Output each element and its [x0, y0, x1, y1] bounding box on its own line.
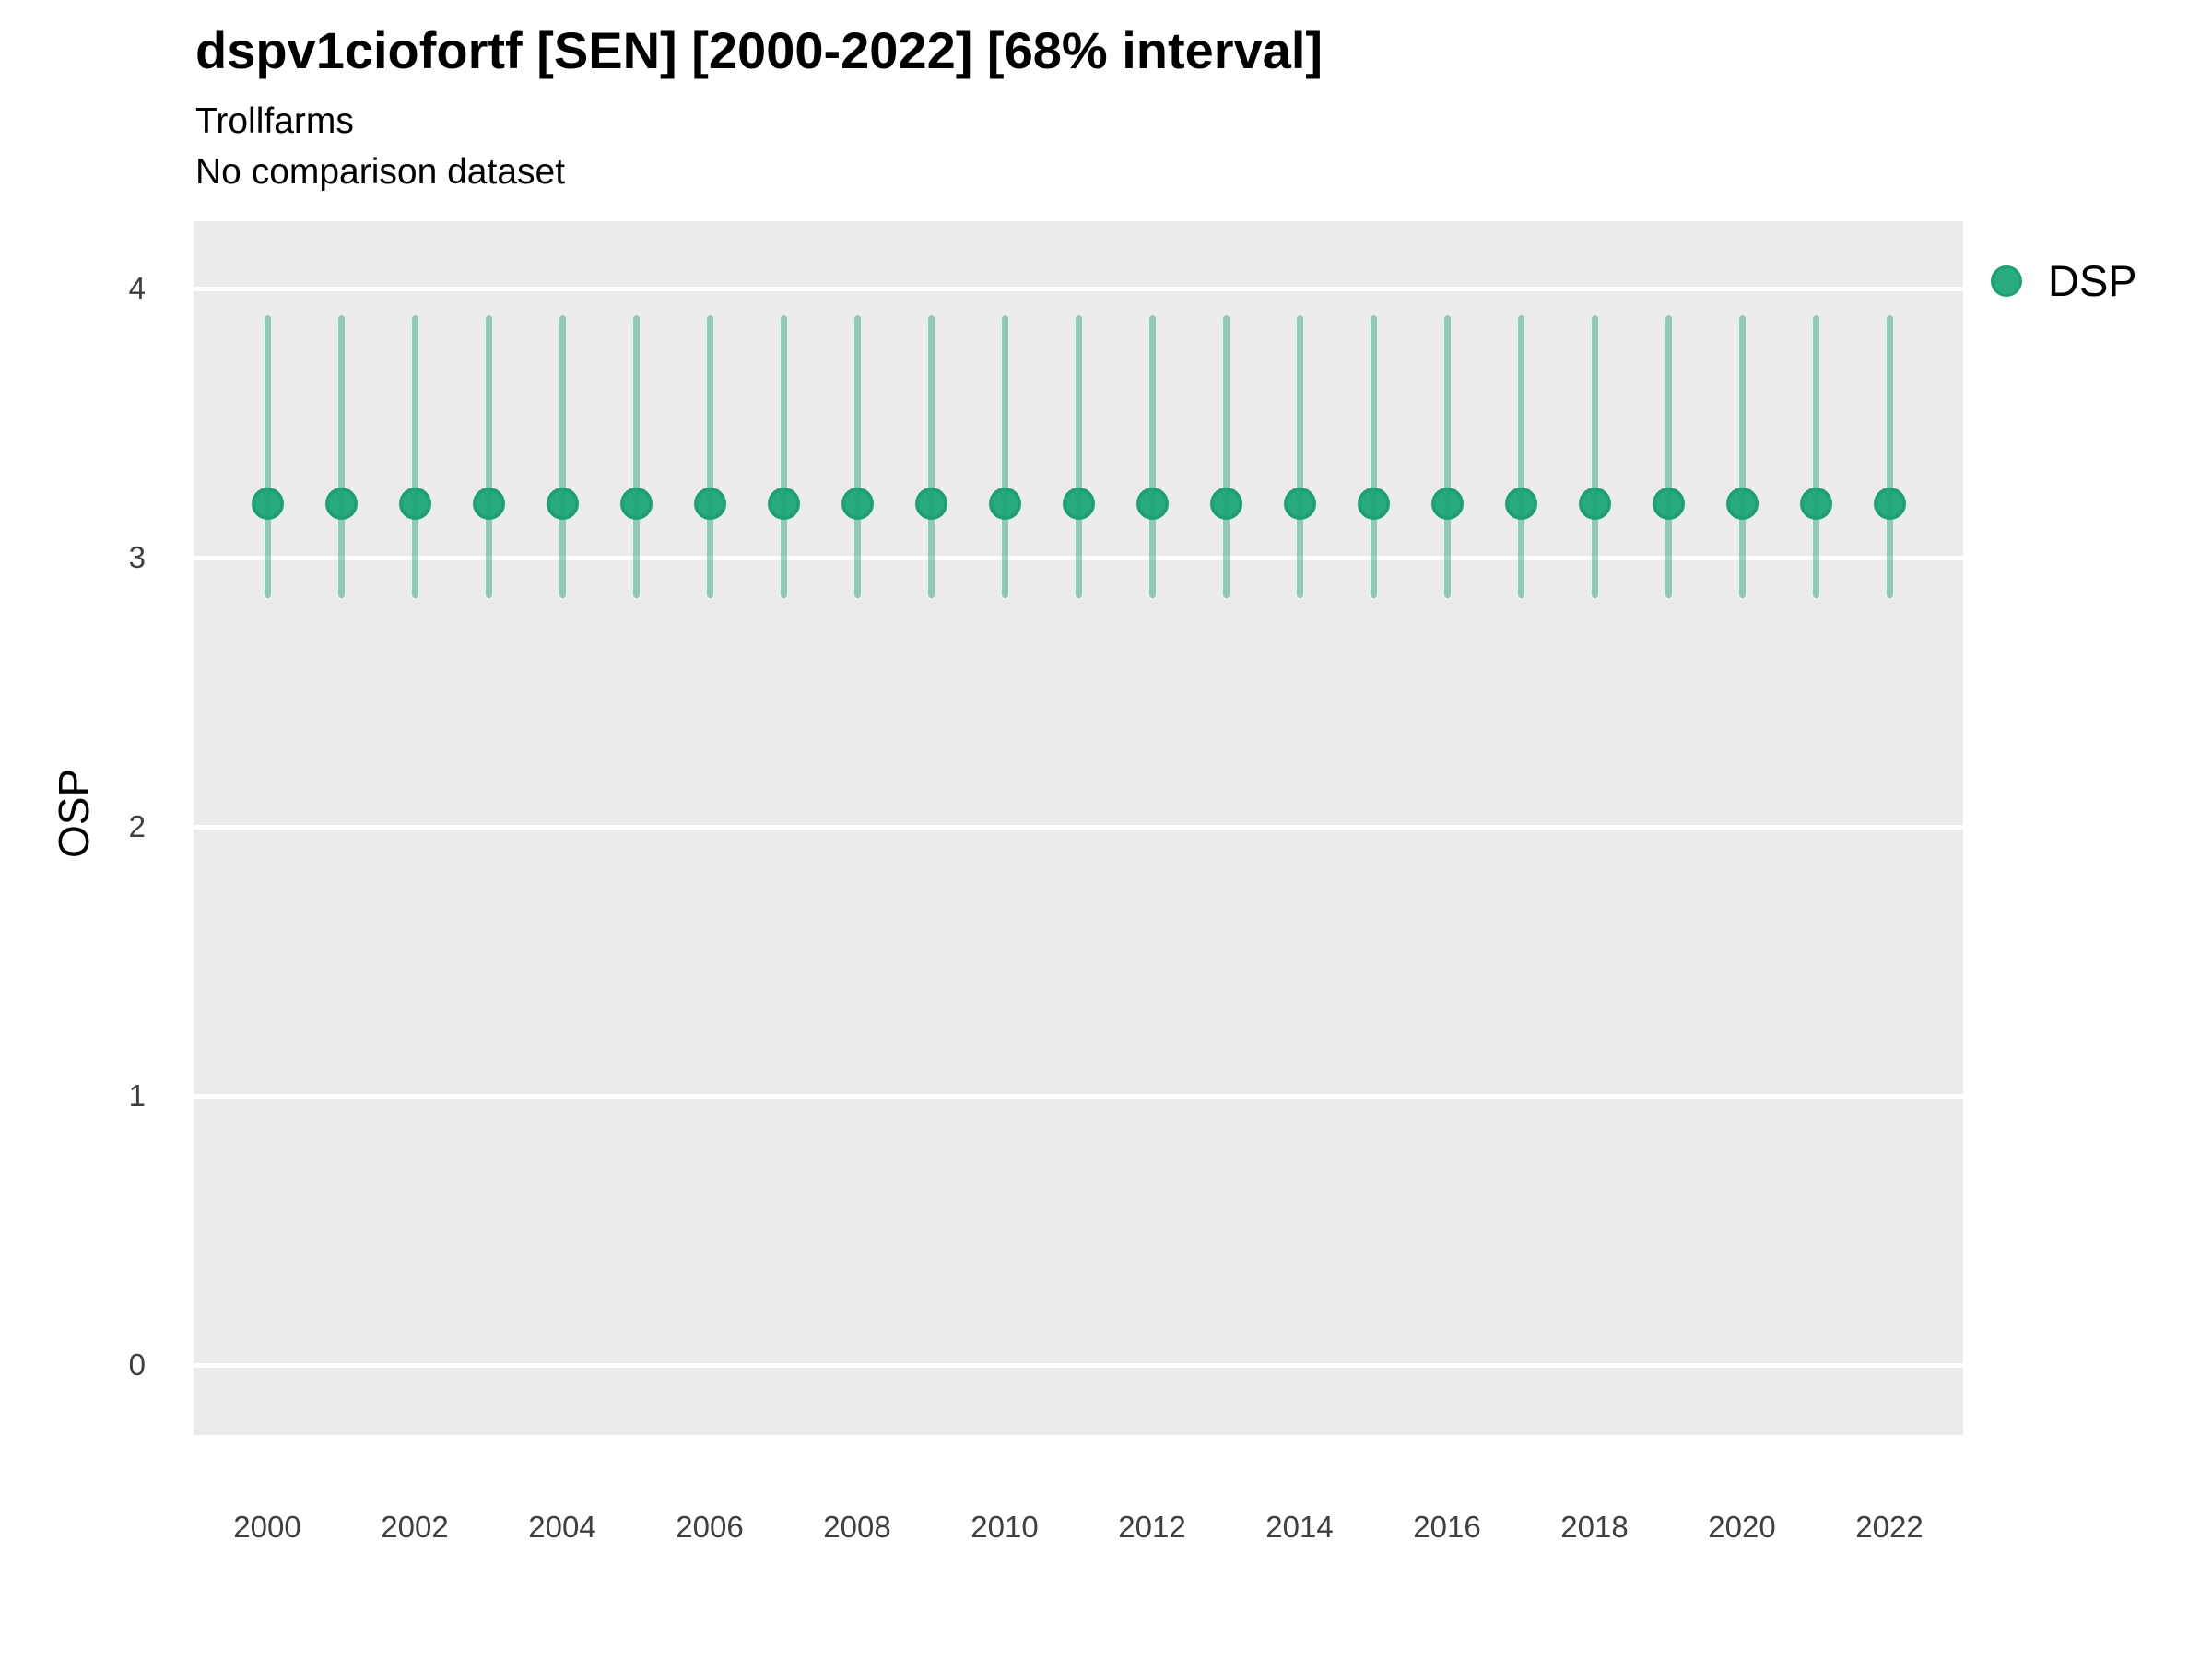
y-tick-label-4: 4	[128, 271, 146, 305]
interval-bar-2019	[1665, 315, 1672, 598]
interval-bar-2022	[1886, 315, 1893, 598]
x-tick-label-2012: 2012	[1118, 1510, 1186, 1544]
gridline-y-3	[194, 555, 1963, 560]
y-tick-label-0: 0	[128, 1347, 146, 1382]
plot-panel	[194, 221, 1963, 1435]
point-2020	[1725, 488, 1759, 521]
point-2006	[693, 488, 726, 521]
gridline-y-2	[194, 824, 1963, 830]
legend-label: DSP	[2048, 256, 2137, 305]
x-tick-label-2004: 2004	[528, 1510, 596, 1544]
y-tick-label-2: 2	[128, 809, 146, 844]
point-2013	[1209, 488, 1242, 521]
point-2022	[1873, 488, 1906, 521]
point-2007	[767, 488, 800, 521]
interval-bar-2012	[1148, 315, 1156, 598]
gridline-y-0	[194, 1362, 1963, 1368]
gridline-y-1	[194, 1093, 1963, 1099]
point-2014	[1283, 488, 1316, 521]
point-2012	[1135, 488, 1169, 521]
point-2018	[1578, 488, 1611, 521]
x-tick-label-2006: 2006	[676, 1510, 744, 1544]
interval-bar-2013	[1222, 315, 1230, 598]
point-2003	[472, 488, 505, 521]
point-2005	[619, 488, 653, 521]
gridline-y-4	[194, 286, 1963, 291]
interval-bar-2005	[632, 315, 640, 598]
point-2002	[398, 488, 431, 521]
x-tick-label-2022: 2022	[1855, 1510, 1924, 1544]
interval-bar-2017	[1517, 315, 1524, 598]
x-tick-label-2000: 2000	[233, 1510, 301, 1544]
point-2000	[251, 488, 284, 521]
interval-bar-2021	[1812, 315, 1819, 598]
point-2016	[1430, 488, 1464, 521]
x-tick-label-2020: 2020	[1708, 1510, 1776, 1544]
interval-bar-2008	[853, 315, 861, 598]
point-2017	[1504, 488, 1537, 521]
x-tick-label-2010: 2010	[971, 1510, 1039, 1544]
interval-bar-2007	[780, 315, 787, 598]
x-tick-label-2008: 2008	[823, 1510, 891, 1544]
point-2011	[1062, 488, 1095, 521]
interval-bar-2010	[1001, 315, 1008, 598]
interval-bar-2003	[485, 315, 492, 598]
point-2008	[841, 488, 874, 521]
x-tick-label-2016: 2016	[1413, 1510, 1481, 1544]
point-2001	[324, 488, 358, 521]
interval-bar-2004	[559, 315, 566, 598]
x-tick-label-2018: 2018	[1560, 1510, 1629, 1544]
chart-subtitle: Trollfarms	[195, 101, 354, 141]
interval-bar-2018	[1591, 315, 1598, 598]
point-2010	[988, 488, 1021, 521]
interval-bar-2020	[1738, 315, 1746, 598]
point-2004	[546, 488, 579, 521]
point-2009	[914, 488, 947, 521]
interval-bar-2015	[1370, 315, 1377, 598]
y-tick-label-3: 3	[128, 540, 146, 575]
x-tick-label-2014: 2014	[1265, 1510, 1334, 1544]
interval-bar-2009	[927, 315, 935, 598]
point-2019	[1652, 488, 1685, 521]
legend: DSP	[1991, 255, 2137, 306]
interval-bar-2006	[706, 315, 713, 598]
interval-bar-2016	[1443, 315, 1451, 598]
legend-point-icon	[1991, 265, 2022, 297]
y-tick-label-1: 1	[128, 1078, 146, 1113]
interval-bar-2014	[1296, 315, 1303, 598]
interval-bar-2000	[264, 315, 271, 598]
chart-title: dspv1ciofortf [SEN] [2000-2022] [68% int…	[195, 21, 1324, 79]
interval-bar-2001	[337, 315, 345, 598]
interval-bar-2011	[1075, 315, 1082, 598]
interval-bar-2002	[411, 315, 418, 598]
x-tick-label-2002: 2002	[381, 1510, 449, 1544]
comparison-note: No comparison dataset	[195, 152, 566, 192]
point-2021	[1799, 488, 1832, 521]
point-2015	[1357, 488, 1390, 521]
